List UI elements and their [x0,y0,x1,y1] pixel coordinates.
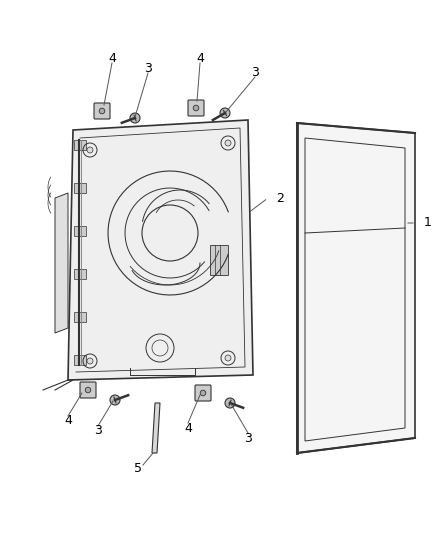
Circle shape [99,108,105,114]
Circle shape [220,108,230,118]
Text: 2: 2 [276,191,284,205]
Circle shape [110,395,120,405]
Text: 3: 3 [251,67,259,79]
Bar [74,269,86,279]
Text: 4: 4 [184,422,192,434]
Text: 4: 4 [108,52,116,64]
Circle shape [225,355,231,361]
Circle shape [87,358,93,364]
FancyBboxPatch shape [188,100,204,116]
Text: 1: 1 [424,216,432,230]
FancyBboxPatch shape [94,103,110,119]
Bar [74,183,86,193]
Circle shape [200,390,206,396]
Text: 3: 3 [144,61,152,75]
Bar [74,312,86,322]
Polygon shape [152,403,160,453]
Text: 4: 4 [196,52,204,64]
Circle shape [85,387,91,393]
Bar [74,355,86,365]
Text: 4: 4 [64,415,72,427]
Text: 5: 5 [134,462,142,474]
FancyBboxPatch shape [195,385,211,401]
Text: 3: 3 [244,432,252,445]
Bar [74,226,86,236]
Polygon shape [55,193,68,333]
Circle shape [225,140,231,146]
Circle shape [225,398,235,408]
Circle shape [130,113,140,123]
Text: 3: 3 [94,424,102,438]
FancyBboxPatch shape [80,382,96,398]
Polygon shape [297,123,415,453]
Polygon shape [68,120,253,380]
Bar [210,245,228,275]
Circle shape [193,105,199,111]
Bar [74,140,86,150]
Circle shape [87,147,93,153]
